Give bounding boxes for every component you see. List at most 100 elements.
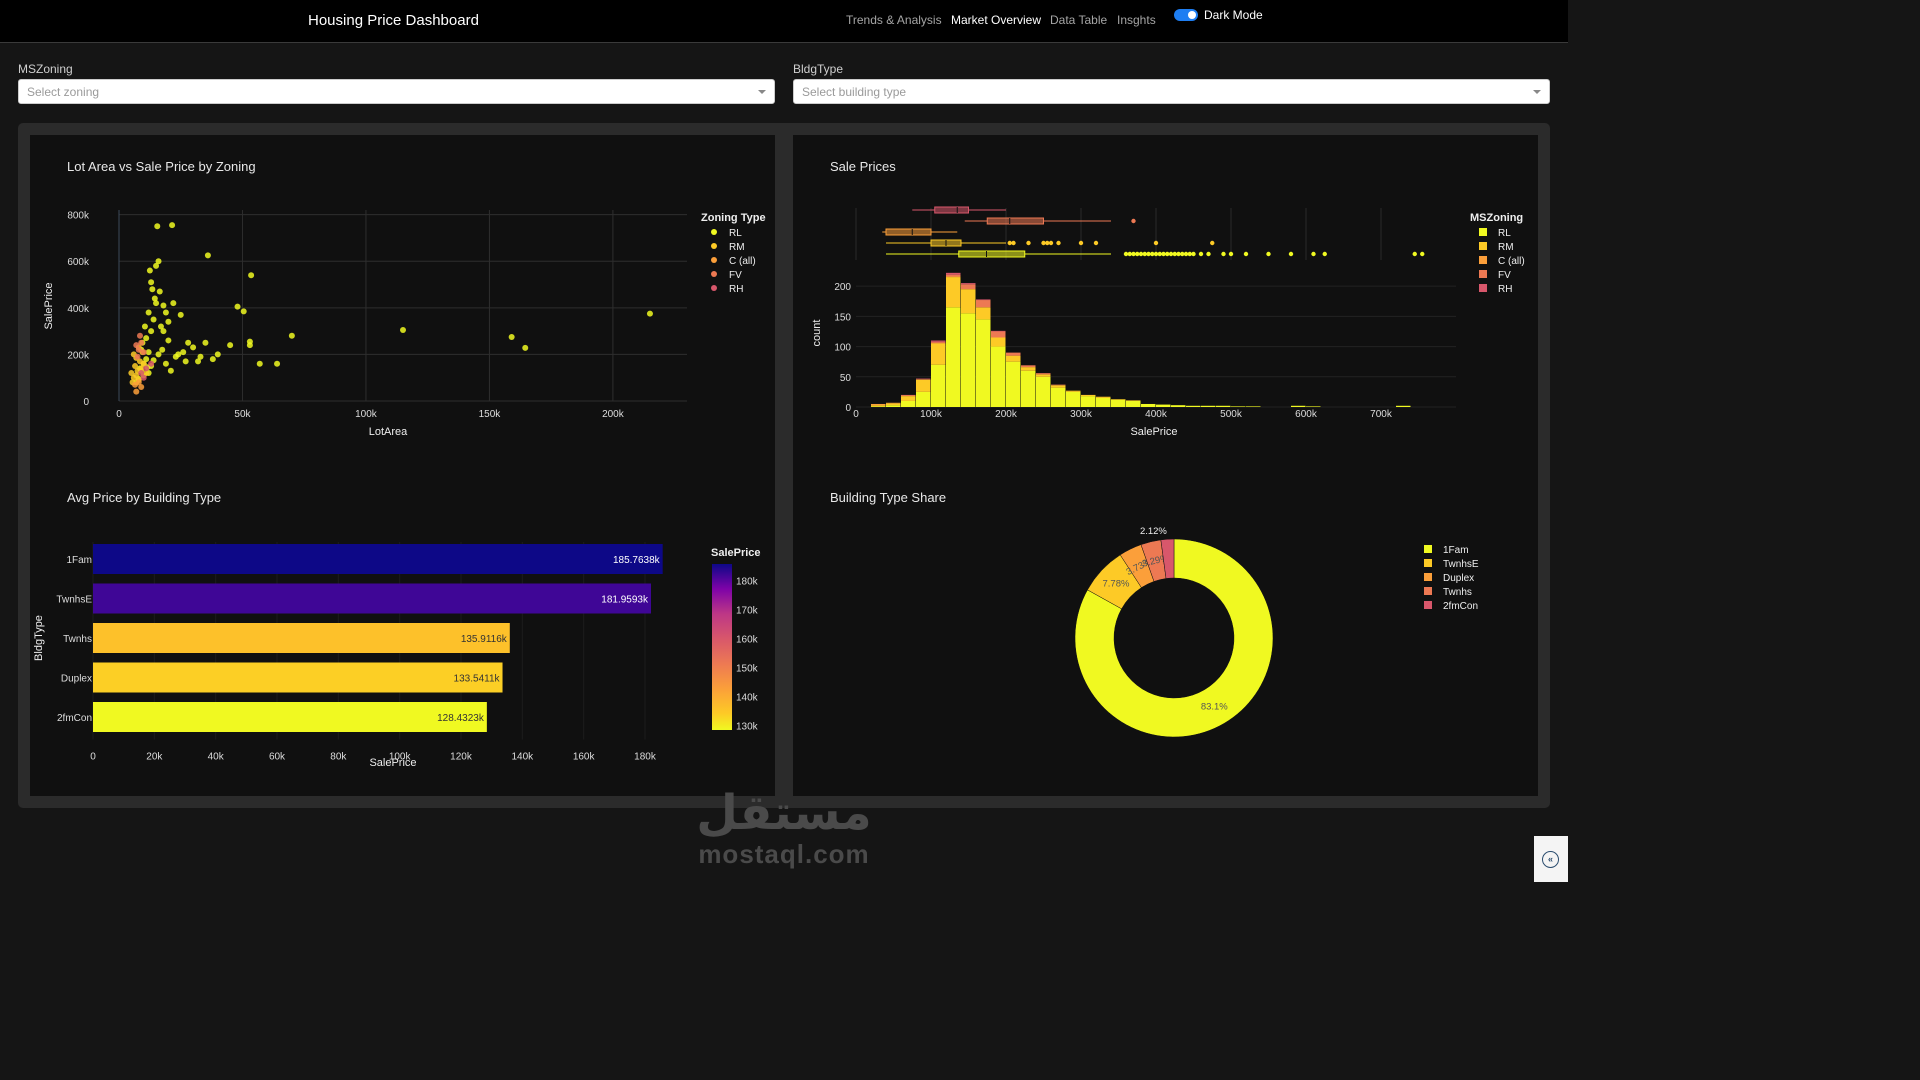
nav-insights[interactable]: Insghts xyxy=(1117,13,1156,27)
scatter-point-RL xyxy=(246,342,253,349)
scatter-point-RL xyxy=(522,344,529,351)
scatter-point-C (all) xyxy=(133,388,140,395)
hist-bar-RL xyxy=(1066,391,1081,407)
x-tick-label: 100k xyxy=(355,409,378,420)
legend-label: C (all) xyxy=(729,256,756,267)
colorbar xyxy=(712,564,732,730)
box-outlier-RM xyxy=(1026,240,1031,246)
box-outlier-RL xyxy=(1153,251,1159,257)
toggle-knob xyxy=(1188,11,1196,19)
hist-bar-RL xyxy=(916,391,931,407)
collapse-button[interactable]: « xyxy=(1534,836,1568,882)
dark-mode-toggle[interactable] xyxy=(1174,9,1198,21)
x-tick-label: 150k xyxy=(479,409,502,420)
charts-panel xyxy=(18,123,1550,808)
box-outlier-RL xyxy=(1183,251,1189,257)
nav-market-overview[interactable]: Market Overview xyxy=(951,13,1042,27)
hist-bar-C (all) xyxy=(916,379,931,380)
donut-slice-label: 7.78% xyxy=(1102,579,1129,590)
scatter-point-RL xyxy=(197,353,204,360)
legend-marker-Twnhs xyxy=(1424,587,1432,595)
scatter-point-RL xyxy=(508,333,515,340)
hist-bar-RL xyxy=(886,405,901,407)
box-outlier-FV xyxy=(1131,218,1136,224)
scatter-point-RL xyxy=(248,272,255,279)
zoning-dropdown[interactable]: Select zoning xyxy=(18,79,775,104)
hist-bar-RM xyxy=(991,337,1006,347)
legend-title: Zoning Type xyxy=(701,212,766,224)
colorbar-tick-label: 130k xyxy=(736,721,759,732)
scatter-point-FV xyxy=(138,339,145,346)
hist-bar-RM xyxy=(916,379,931,392)
x-tick-label: 400k xyxy=(1145,409,1168,420)
box-outlier-RL xyxy=(1165,251,1170,257)
scatter-point-RL xyxy=(160,328,167,335)
hist-bar-RM xyxy=(901,396,916,401)
scatter-point-RL xyxy=(141,323,148,330)
right-chart-card xyxy=(793,135,1538,796)
y-tick-label: 200 xyxy=(834,282,851,293)
watermark-arabic: مستقل xyxy=(696,785,872,841)
scatter-point-RL xyxy=(148,328,155,335)
hist-bar-FV xyxy=(1006,352,1021,356)
legend-label: C (all) xyxy=(1498,256,1525,267)
scatter-point-RL xyxy=(177,311,184,318)
legend-label: RH xyxy=(1498,284,1512,295)
bldgtype-dropdown[interactable]: Select building type xyxy=(793,79,1550,104)
bar-chart[interactable]: 0 20k 40k 60k 80k 100k 120k 140k 160k 180k 1Fam 185… xyxy=(30,530,770,780)
chevron-down-icon xyxy=(758,90,766,94)
legend-marker-RL xyxy=(1479,228,1487,236)
scatter-point-RM xyxy=(140,360,147,367)
legend-label: Duplex xyxy=(1443,573,1474,584)
y-tick-label: 100 xyxy=(834,343,851,354)
hist-bar-RH xyxy=(976,299,991,301)
legend-label: Twnhs xyxy=(1443,587,1472,598)
scatter-point-RL xyxy=(256,360,263,367)
scatter-chart[interactable]: 0 200k 400k 600k 800k 0 50k 100k 150k 200k LotArea… xyxy=(30,190,770,450)
donut-chart[interactable]: 83.1%7.78%3.73%3.29%2.12%1FamTwnhsEDuple… xyxy=(793,520,1533,760)
hist-bar-RM xyxy=(1111,399,1126,400)
scatter-point-FV xyxy=(134,353,141,360)
x-tick-label: 0 xyxy=(90,752,96,763)
hist-bar-RH xyxy=(946,272,961,275)
box-outlier-RM xyxy=(1011,240,1016,246)
y-tick-label: TwnhsE xyxy=(56,595,92,606)
hist-bar-RM xyxy=(976,307,991,320)
bar-2fmCon xyxy=(93,702,487,732)
box-RH xyxy=(934,206,969,214)
box-outlier-RL xyxy=(1243,251,1249,257)
nav-data-table[interactable]: Data Table xyxy=(1050,13,1108,27)
hist-bar-RM xyxy=(1021,367,1036,371)
legend-label: 1Fam xyxy=(1443,545,1469,556)
y-tick-label: 200k xyxy=(67,350,90,361)
legend-label: RM xyxy=(1498,242,1514,253)
scatter-point-RL xyxy=(169,222,176,229)
bar-Twnhs xyxy=(93,623,510,653)
hist-bar-FV xyxy=(991,331,1006,338)
scatter-point-RL xyxy=(165,318,172,325)
legend-marker-FV xyxy=(711,271,717,277)
scatter-point-RL xyxy=(195,358,202,365)
hist-bar-RL xyxy=(1396,405,1411,407)
hist-bar-RL xyxy=(1006,361,1021,407)
box-outlier-RM xyxy=(1048,240,1054,246)
scatter-point-RL xyxy=(153,300,160,307)
scatter-point-RL xyxy=(180,349,187,356)
box-outlier-RM xyxy=(1093,240,1099,246)
nav-trends-analysis[interactable]: Trends & Analysis xyxy=(846,13,942,27)
scatter-point-FV xyxy=(140,349,147,356)
hist-bar-RL xyxy=(1306,406,1321,407)
scatter-point-RL xyxy=(167,367,174,374)
hist-bar-RL xyxy=(1201,405,1216,407)
scatter-point-RL xyxy=(159,346,166,353)
y-axis-title: SalePrice xyxy=(43,282,55,329)
histogram-chart[interactable]: 0 100k 200k 300k 400k 500k 600k 700k 0 50 100 150 20… xyxy=(793,190,1533,450)
hist-bar-RL xyxy=(1111,399,1126,407)
x-tick-label: 40k xyxy=(208,752,225,763)
hist-bar-FV xyxy=(961,284,976,290)
hist-bar-RH xyxy=(901,394,916,396)
hist-bar-RL xyxy=(1096,397,1111,407)
scatter-point-RL xyxy=(185,339,192,346)
bar-value-label: 133.5411k xyxy=(454,674,501,685)
legend-label: 2fmCon xyxy=(1443,601,1478,612)
